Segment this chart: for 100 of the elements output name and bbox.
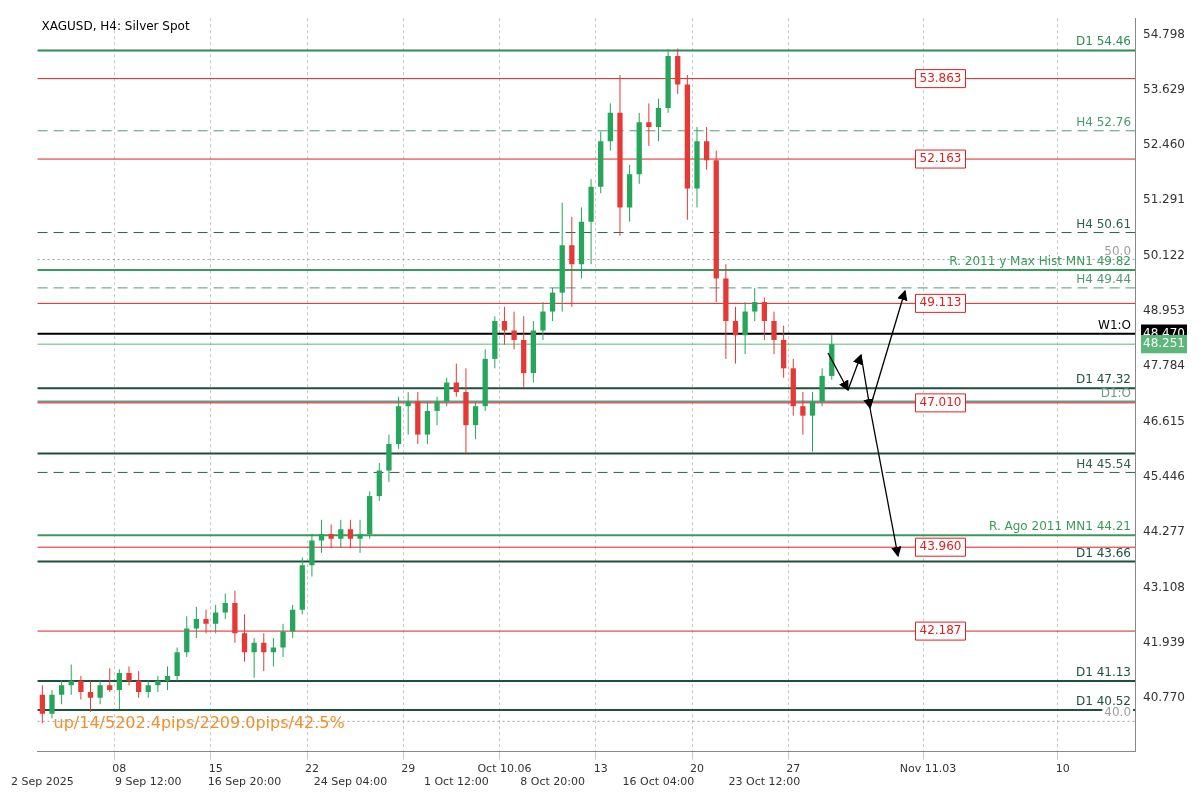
ref-line-label: 52.163 [919, 151, 962, 166]
candlestick [193, 606, 200, 639]
ref-line-label: W1:O [1098, 317, 1132, 332]
x-tick-label: Nov 11.03 [899, 762, 957, 776]
candlestick [800, 391, 806, 436]
annotation: up/14/5202.4pips/2209.0pips/42.5% [53, 712, 345, 732]
y-tick-label: 53.629 [1143, 81, 1186, 96]
ref-line-label: D1 43.66 [1075, 545, 1132, 560]
candlestick [280, 623, 286, 658]
candlestick [39, 684, 46, 724]
candlestick [97, 680, 103, 705]
y-tick-label: 50.122 [1143, 247, 1186, 262]
candlestick [732, 306, 739, 365]
y-tick-label: 51.291 [1143, 192, 1186, 207]
x-tick-label: 1 Oct 12:00 [423, 775, 489, 789]
candlestick [655, 98, 662, 142]
y-tick-label: 45.446 [1143, 469, 1186, 484]
ref-line-label: D1 47.32 [1075, 372, 1132, 387]
y-tick-label: 52.460 [1143, 137, 1186, 152]
candlestick [290, 604, 296, 639]
ref-line-label: 47.010 [919, 395, 962, 410]
ref-line-label: D1 54.46 [1075, 34, 1132, 49]
candlestick [251, 637, 257, 679]
candlestick [203, 609, 209, 634]
y-tick-label: 40.770 [1143, 690, 1186, 705]
candlestick [752, 287, 758, 322]
candlestick [771, 311, 777, 355]
x-tick-label: 16 Oct 04:00 [622, 775, 695, 789]
ref-line-label: H4 50.61 [1076, 216, 1132, 231]
x-tick-label: 27 [786, 762, 801, 776]
ref-line-label: 49.113 [919, 295, 962, 310]
x-tick-label: 22 [304, 762, 319, 776]
y-tick-label: 47.784 [1143, 358, 1186, 373]
ref-line-label: H4 49.44 [1076, 272, 1132, 287]
ref-line-label: H4 45.54 [1076, 456, 1132, 471]
candlestick [116, 668, 123, 710]
candlestick [434, 396, 440, 426]
candlestick [78, 675, 84, 701]
candlestick [703, 126, 710, 171]
candlestick [501, 306, 508, 346]
candlestick [809, 391, 816, 453]
candlestick [184, 615, 190, 658]
ref-line-label: 53.863 [919, 70, 962, 85]
candlestick [87, 680, 94, 713]
x-tick-label: 24 Sep 04:00 [313, 775, 388, 789]
x-tick-label: 16 Sep 20:00 [207, 775, 282, 789]
candlestick [405, 391, 411, 436]
x-tick-label: 13 [593, 762, 608, 776]
candlestick [328, 523, 334, 549]
candlestick [444, 377, 450, 407]
annotation: 40.0 [1104, 705, 1132, 720]
y-tick-label: 54.798 [1143, 26, 1186, 41]
y-tick-label: 44.277 [1143, 524, 1186, 539]
x-tick-label: Oct 10.06 [477, 762, 532, 776]
candlestick [338, 519, 344, 549]
x-tick-label: 10 [1055, 762, 1070, 776]
candlestick [49, 689, 55, 719]
y-tick-label: 41.939 [1143, 634, 1186, 649]
candlestick [164, 665, 171, 691]
candlestick [347, 519, 354, 549]
candlestick [424, 400, 431, 445]
candlestick [357, 519, 363, 554]
y-tick-label: 46.615 [1143, 413, 1186, 428]
candlestick [472, 400, 479, 440]
ref-line-label: 43.960 [919, 539, 962, 554]
ref-line-label: H4 52.76 [1076, 114, 1132, 129]
candlestick [155, 675, 161, 693]
x-tick-label: 29 [401, 762, 416, 776]
x-tick-label: 08 [112, 762, 127, 776]
candlestick [222, 593, 228, 620]
candlestick [126, 665, 132, 686]
y-tick-label: 48.251 [1143, 336, 1186, 351]
candlestick [569, 216, 575, 308]
y-tick-label: 43.108 [1143, 579, 1186, 594]
ref-line-label: D1 41.13 [1075, 665, 1132, 680]
chart-title: XAGUSD, H4: Silver Spot [41, 19, 190, 34]
candlestick [540, 301, 546, 341]
candlestick [58, 680, 65, 705]
ref-line-label: R. 2011 y Max Hist MN1 49.82 [949, 254, 1132, 269]
candlestick [761, 296, 768, 341]
ref-line-label: R. Ago 2011 MN1 44.21 [989, 519, 1132, 534]
x-tick-label: 23 Oct 12:00 [728, 775, 801, 789]
candlestick [213, 604, 219, 634]
y-tick-label: 48.953 [1143, 303, 1186, 318]
ref-line-label: 42.187 [919, 623, 962, 638]
x-tick-label: 9 Sep 12:00 [115, 775, 182, 789]
x-tick-label: 2 Sep 2025 [11, 775, 74, 789]
x-tick-label: 20 [689, 762, 704, 776]
ref-line-label: D1:O [1100, 385, 1132, 400]
candlestick [241, 613, 248, 663]
candlestick [107, 667, 113, 693]
candlestick [135, 670, 142, 699]
candlestick [549, 287, 556, 322]
candlestick [261, 632, 267, 672]
candlestick [453, 363, 459, 398]
candlestick [174, 647, 180, 682]
candlestick [511, 311, 517, 350]
x-tick-label: 15 [208, 762, 223, 776]
candlestick [646, 102, 652, 147]
candlestick [742, 301, 748, 355]
